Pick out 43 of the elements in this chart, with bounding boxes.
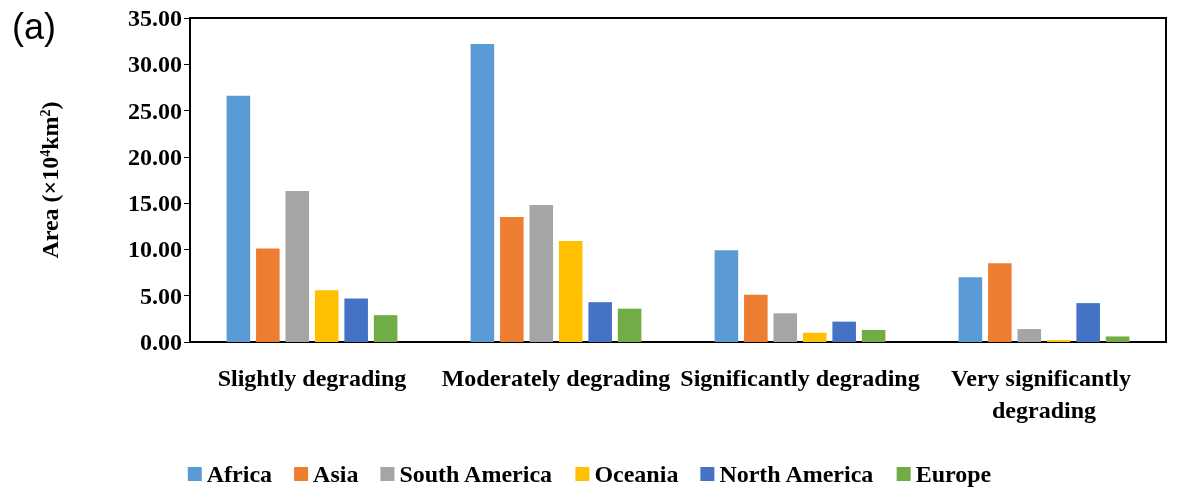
bar (1076, 303, 1100, 342)
text: (a) (12, 5, 56, 47)
bar (714, 250, 739, 342)
y-tick-label: 15.00 (128, 190, 182, 217)
bar (500, 217, 524, 342)
y-tick-label: 25.00 (128, 97, 182, 124)
y-tick-label: 30.00 (128, 51, 182, 78)
bar (470, 43, 495, 342)
x-tick-label: Very significantly degrading (951, 365, 1137, 423)
legend-label: Africa (206, 461, 273, 487)
y-tick-label: 0.00 (140, 329, 182, 355)
legend-label: North America (719, 461, 874, 487)
bar (802, 332, 827, 342)
x-tick-label: Slightly degrading (217, 365, 407, 391)
bar (617, 308, 642, 342)
bar (958, 277, 983, 342)
bar (744, 294, 768, 342)
legend-label: Europe (915, 461, 992, 487)
legend-label: Oceania (594, 461, 679, 487)
bar (558, 241, 583, 342)
bar (861, 329, 886, 342)
bar (314, 290, 339, 342)
bar (226, 95, 251, 342)
legend-label: South America (399, 461, 553, 487)
y-tick-label: 20.00 (128, 143, 182, 170)
bar (588, 302, 612, 342)
bar (1017, 329, 1042, 342)
y-axis-title: Area (×104km2) (37, 101, 63, 259)
x-tick-label: Moderately degrading (441, 365, 671, 391)
x-tick-label: Significantly degrading (680, 365, 920, 391)
bar (373, 315, 398, 342)
bar (529, 204, 554, 342)
y-tick-label: 5.00 (140, 282, 182, 309)
bar (773, 313, 798, 342)
legend-label: Asia (313, 461, 359, 487)
bar (832, 321, 856, 342)
bar (285, 191, 310, 342)
bar (1105, 336, 1130, 342)
y-tick-label: 10.00 (128, 236, 182, 263)
y-tick-label: 35.00 (128, 5, 182, 31)
bar (988, 263, 1012, 342)
bar (344, 298, 368, 342)
bar (256, 248, 280, 342)
